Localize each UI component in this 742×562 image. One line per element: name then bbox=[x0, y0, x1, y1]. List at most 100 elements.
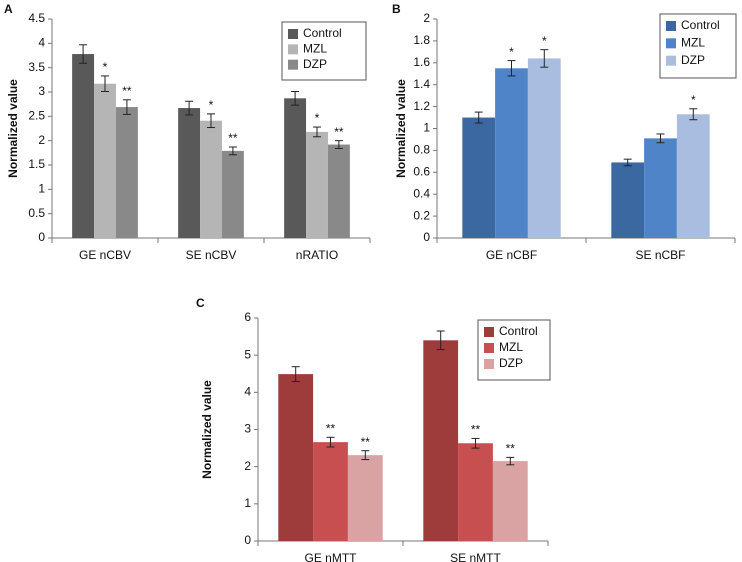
bar bbox=[676, 114, 710, 238]
y-tick-label: 1.8 bbox=[413, 33, 430, 47]
error-bar bbox=[436, 330, 445, 351]
bar bbox=[462, 117, 496, 238]
error-bar bbox=[471, 437, 480, 449]
y-tick-label: 4 bbox=[244, 385, 251, 399]
y-tick-label: 0.4 bbox=[413, 186, 430, 200]
y-tick-label: 5 bbox=[244, 347, 251, 361]
bar bbox=[423, 340, 459, 541]
significance-mark: ** bbox=[228, 131, 238, 145]
error-bar bbox=[656, 133, 665, 144]
bar bbox=[458, 443, 493, 541]
bar bbox=[492, 461, 528, 541]
error-bar bbox=[326, 436, 335, 448]
y-tick-label: 1 bbox=[38, 182, 45, 196]
significance-mark: ** bbox=[506, 442, 516, 456]
legend-swatch bbox=[288, 59, 298, 70]
error-bar bbox=[361, 450, 370, 461]
error-bar bbox=[79, 44, 88, 64]
bar bbox=[495, 68, 528, 239]
y-tick-label: 0.6 bbox=[413, 164, 430, 178]
significance-mark: ** bbox=[334, 125, 344, 139]
y-tick-label: 4 bbox=[38, 36, 45, 50]
error-bar bbox=[623, 158, 632, 167]
y-tick-label: 0.8 bbox=[413, 143, 430, 157]
y-axis-label: Normalized value bbox=[394, 79, 408, 178]
x-tick-label: SE nCBF bbox=[635, 248, 685, 262]
y-tick-label: 1.6 bbox=[413, 55, 430, 69]
legend-swatch bbox=[666, 55, 676, 66]
significance-mark: ** bbox=[471, 423, 481, 437]
y-tick-label: 2.5 bbox=[28, 109, 45, 123]
bar bbox=[72, 54, 95, 238]
significance-mark: * bbox=[691, 93, 696, 107]
y-tick-label: 1.5 bbox=[28, 157, 45, 171]
y-tick-label: 0 bbox=[38, 230, 45, 244]
y-tick-label: 2 bbox=[244, 459, 251, 473]
legend-label: Control bbox=[681, 18, 720, 32]
legend-label: MZL bbox=[499, 340, 523, 354]
legend-swatch bbox=[288, 29, 298, 39]
error-bar bbox=[228, 146, 237, 156]
bar bbox=[221, 150, 244, 238]
legend-label: MZL bbox=[303, 42, 327, 56]
significance-mark: ** bbox=[326, 421, 336, 435]
legend-swatch bbox=[484, 327, 494, 337]
bar bbox=[284, 98, 307, 239]
error-bar bbox=[122, 99, 131, 115]
y-tick-label: 6 bbox=[244, 310, 251, 324]
significance-mark: * bbox=[509, 45, 514, 59]
legend-label: Control bbox=[499, 324, 538, 338]
x-tick-label: nRATIO bbox=[296, 248, 338, 262]
y-tick-label: 1 bbox=[244, 496, 251, 510]
y-tick-label: 2 bbox=[423, 11, 430, 25]
bar bbox=[327, 144, 350, 238]
bar bbox=[178, 108, 201, 238]
x-tick-label: GE nCBV bbox=[79, 248, 131, 262]
bar bbox=[644, 138, 677, 238]
y-tick-label: 1.2 bbox=[413, 99, 430, 113]
significance-mark: * bbox=[315, 111, 320, 125]
x-tick-label: SE nMTT bbox=[450, 551, 501, 562]
significance-mark: * bbox=[103, 60, 108, 74]
legend-label: Control bbox=[303, 26, 342, 40]
y-tick-label: 0.5 bbox=[28, 206, 45, 220]
y-tick-label: 3.5 bbox=[28, 60, 45, 74]
bar bbox=[347, 455, 383, 541]
error-bar bbox=[474, 111, 483, 124]
significance-mark: * bbox=[542, 34, 547, 48]
legend-label: DZP bbox=[499, 356, 523, 370]
y-tick-label: 3 bbox=[244, 422, 251, 436]
legend-swatch bbox=[666, 21, 676, 31]
error-bar bbox=[101, 75, 109, 93]
y-axis-label: Normalized value bbox=[6, 79, 20, 178]
error-bar bbox=[207, 113, 215, 129]
y-axis-label: Normalized value bbox=[200, 380, 214, 479]
legend-label: DZP bbox=[681, 53, 705, 67]
error-bar bbox=[334, 140, 343, 149]
bar bbox=[313, 442, 348, 541]
bar bbox=[611, 162, 645, 238]
panel-label: B bbox=[392, 2, 401, 16]
y-tick-label: 0.2 bbox=[413, 208, 430, 222]
bar bbox=[306, 131, 328, 238]
legend-swatch bbox=[484, 359, 494, 369]
y-tick-label: 0 bbox=[423, 230, 430, 244]
error-bar bbox=[689, 108, 698, 121]
legend-swatch bbox=[666, 38, 676, 49]
error-bar bbox=[313, 126, 321, 138]
legend-swatch bbox=[288, 44, 298, 55]
significance-mark: ** bbox=[122, 84, 132, 98]
y-tick-label: 1 bbox=[423, 121, 430, 135]
significance-mark: ** bbox=[361, 435, 371, 449]
panel-label: A bbox=[4, 2, 13, 16]
x-tick-label: GE nMTT bbox=[304, 551, 357, 562]
error-bar bbox=[507, 60, 516, 77]
bar bbox=[278, 374, 314, 541]
y-tick-label: 0 bbox=[244, 533, 251, 547]
error-bar bbox=[540, 49, 549, 68]
bar bbox=[527, 58, 561, 238]
bar bbox=[200, 120, 222, 238]
error-bar bbox=[185, 100, 194, 116]
significance-mark: * bbox=[209, 98, 214, 112]
